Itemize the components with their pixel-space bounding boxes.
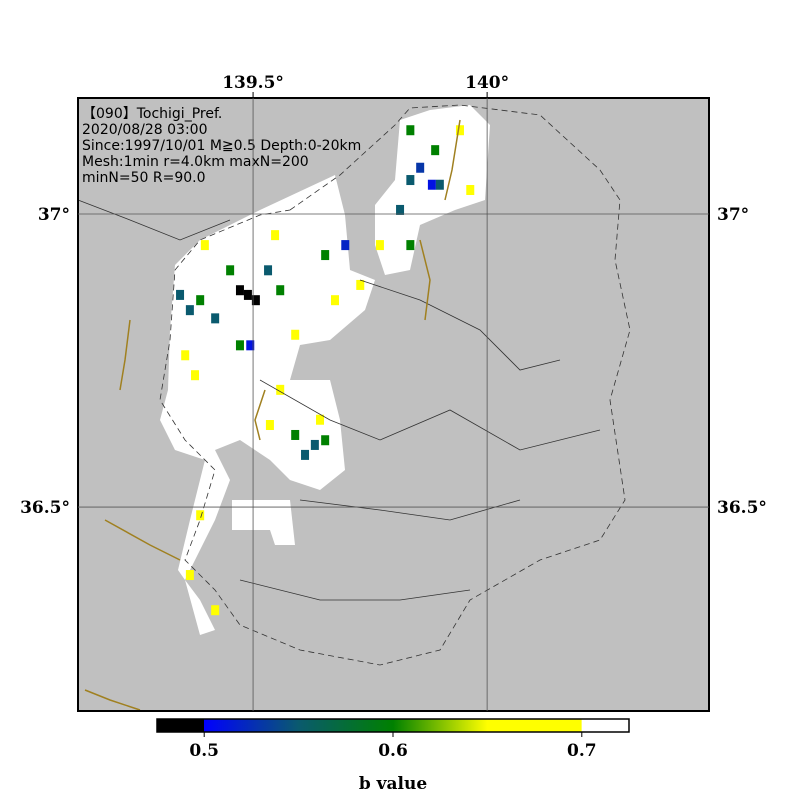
mesh-cell <box>291 329 300 340</box>
boundaries <box>77 104 631 666</box>
mesh-cell <box>243 289 252 300</box>
annotation-line: Since:1997/10/01 M≧0.5 Depth:0-20km <box>82 138 361 154</box>
mesh-cell <box>200 240 209 251</box>
mesh-cell <box>176 289 185 300</box>
mesh-cell <box>291 429 300 440</box>
y-tick-label-right: 36.5° <box>717 498 767 518</box>
mesh-cell <box>356 279 365 290</box>
mesh-cell <box>330 295 339 306</box>
annotation: 【090】Tochigi_Pref.2020/08/28 03:00Since:… <box>82 106 361 186</box>
annotation-line: minN=50 R=90.0 <box>82 170 206 186</box>
mesh-cell <box>246 340 255 351</box>
mesh-cell <box>466 185 475 196</box>
mesh-cell <box>276 285 285 296</box>
annotation-line: Mesh:1min r=4.0km maxN=200 <box>82 154 309 170</box>
mesh-cell <box>196 510 205 521</box>
mesh-cell <box>321 435 330 446</box>
colorbar-tick-label: 0.6 <box>378 741 408 761</box>
mesh-cell <box>455 125 464 136</box>
mesh-cell <box>235 340 244 351</box>
mesh-cell <box>396 204 405 215</box>
mesh-cell <box>264 265 273 276</box>
mesh-cell <box>211 605 220 616</box>
mesh-cell <box>406 240 415 251</box>
colorbar-tick-label: 0.7 <box>567 741 597 761</box>
mesh-cell <box>265 420 274 431</box>
mesh-cell <box>375 240 384 251</box>
annotation-line: 2020/08/28 03:00 <box>82 122 208 138</box>
mesh-cell <box>427 179 436 190</box>
mesh-cell <box>185 305 194 316</box>
faults <box>84 119 461 711</box>
mesh-cell <box>431 145 440 156</box>
mesh-cell <box>406 175 415 186</box>
mesh-cell <box>235 285 244 296</box>
mesh-cell <box>251 295 260 306</box>
mesh-cell <box>435 179 444 190</box>
axes: 139.5° 140° 37° 37° 36.5° 36.5° <box>20 73 767 711</box>
mesh-cell <box>191 370 200 381</box>
mesh-cell <box>416 162 425 173</box>
x-tick-label: 140° <box>465 73 509 93</box>
mesh-cell <box>301 449 310 460</box>
mesh-cell <box>341 240 350 251</box>
mesh-cell <box>271 230 280 241</box>
y-tick-label: 36.5° <box>20 498 70 518</box>
colorbar <box>156 718 630 733</box>
mesh-cell <box>321 250 330 261</box>
mesh-cell <box>276 384 285 395</box>
mesh-cell <box>181 350 190 361</box>
mesh-cell <box>211 313 220 324</box>
colorbar-label: b value <box>359 774 428 794</box>
data-area <box>160 105 490 635</box>
mesh-cells <box>176 125 475 616</box>
mesh-cell <box>196 295 205 306</box>
mesh-cell <box>310 439 319 450</box>
mesh-cell <box>226 265 235 276</box>
y-tick-label-right: 37° <box>717 205 749 225</box>
x-tick-label: 139.5° <box>222 73 284 93</box>
mesh-cell <box>406 125 415 136</box>
map-frame <box>77 97 710 712</box>
colorbar-tick-label: 0.5 <box>189 741 219 761</box>
annotation-line: 【090】Tochigi_Pref. <box>82 106 222 122</box>
mesh-cell <box>316 414 325 425</box>
y-tick-label: 37° <box>38 205 70 225</box>
mesh-cell <box>185 570 194 581</box>
